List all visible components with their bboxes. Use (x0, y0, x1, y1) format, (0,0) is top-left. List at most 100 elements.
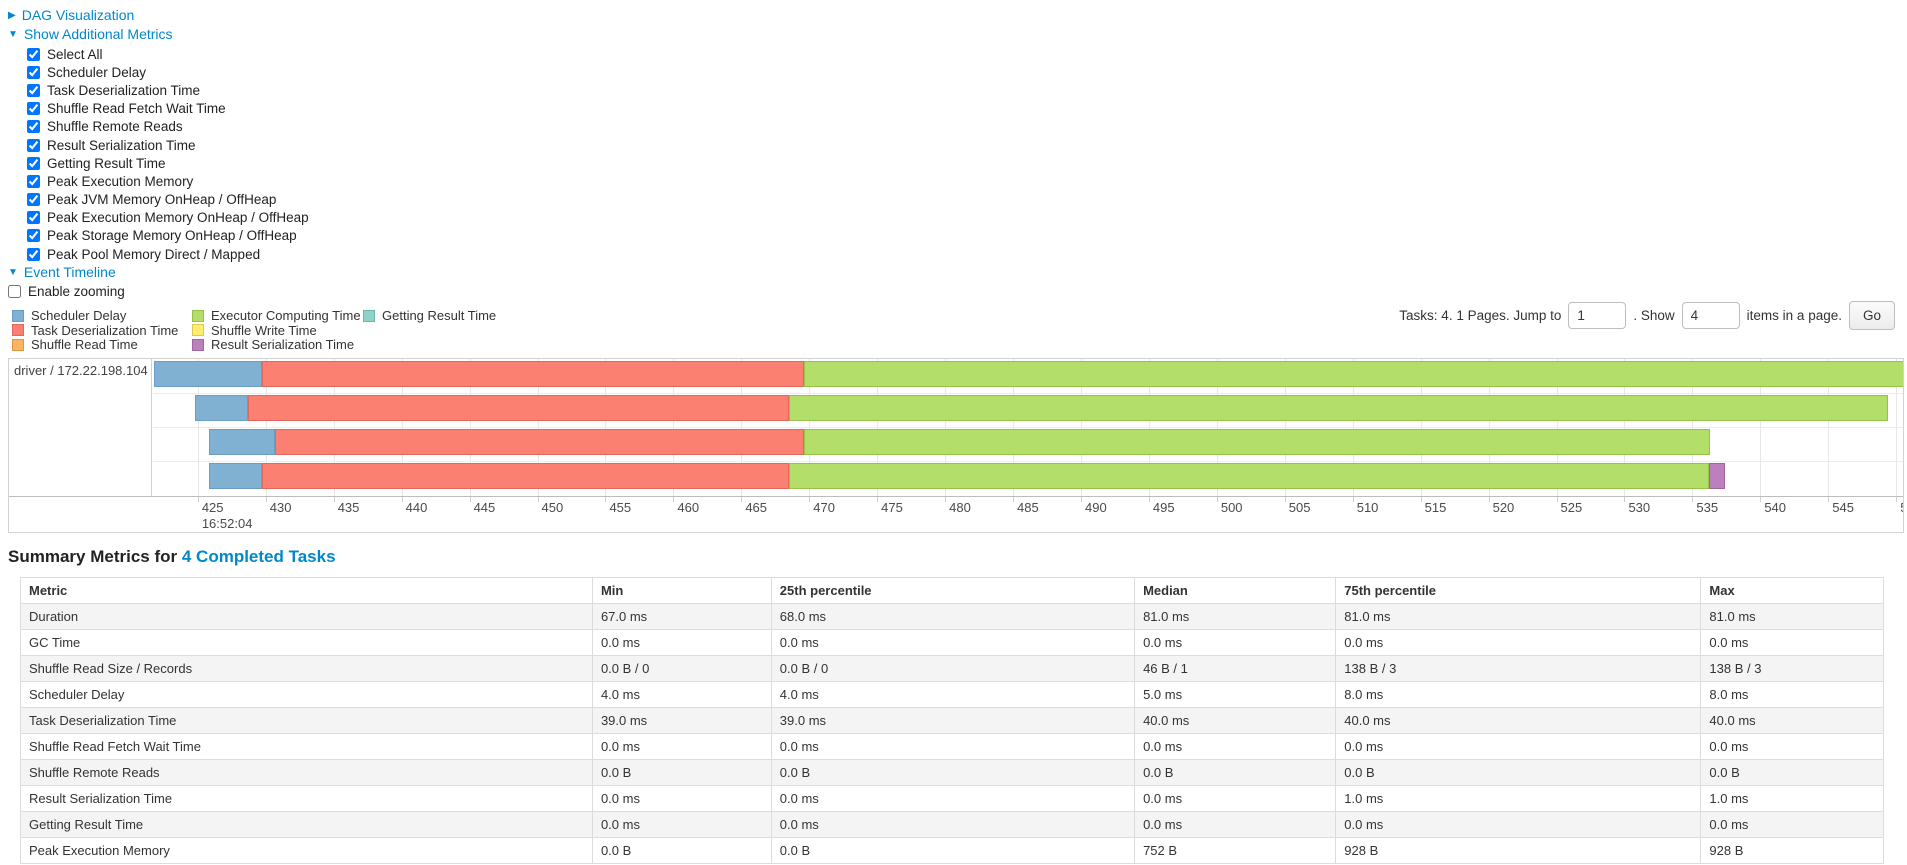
metric-value-cell: 0.0 ms (1335, 733, 1702, 761)
pagination-prefix-text: Tasks: 4. 1 Pages. Jump to (1399, 308, 1562, 324)
legend-item-scheduler-delay: Scheduler Delay (12, 308, 192, 323)
event-timeline-toggle[interactable]: ▼ Event Timeline (8, 263, 116, 282)
go-button[interactable]: Go (1848, 301, 1895, 331)
additional-metrics-list: Select All Scheduler Delay Task Deserializ… (0, 45, 1907, 263)
metric-value-cell: 81.0 ms (1700, 603, 1884, 631)
result-serialization-time-checkbox[interactable] (27, 138, 40, 152)
metric-value-cell: 0.0 ms (1134, 811, 1337, 839)
task-0-scheduler-delay-segment[interactable] (154, 361, 262, 388)
metric-name-cell: Result Serialization Time (20, 785, 593, 813)
select-all-checkbox[interactable] (27, 47, 40, 61)
metric-value-cell: 928 B (1700, 837, 1884, 865)
axis-tick-505 (1284, 497, 1286, 503)
task-0-task-deserialization-segment[interactable] (261, 361, 804, 388)
peak-jvm-memory-onheap-offheap-checkbox[interactable] (27, 193, 40, 207)
task-1-executor-computing-segment[interactable] (788, 395, 1889, 422)
scheduler-delay-checkbox[interactable] (27, 65, 40, 79)
summary-metrics-title: Summary Metrics for 4 Completed Tasks (8, 547, 1907, 567)
event-timeline-label: Event Timeline (23, 264, 116, 281)
axis-tick-label-510: 510 (1356, 500, 1379, 516)
metric-checkbox-item-result-serialization-time: Result Serialization Time (27, 136, 1907, 154)
page-size-input[interactable] (1681, 302, 1740, 330)
metric-checkbox-label: Task Deserialization Time (47, 82, 201, 98)
peak-storage-memory-onheap-offheap-checkbox[interactable] (27, 229, 40, 243)
timeline-header: Scheduler Delay Task Deserialization Time… (12, 301, 1895, 352)
show-additional-metrics-label: Show Additional Metrics (23, 26, 173, 42)
jump-to-page-input[interactable] (1568, 302, 1627, 330)
show-additional-metrics-toggle[interactable]: ▼ Show Additional Metrics (8, 25, 173, 44)
metric-value-cell: 0.0 B (1134, 759, 1337, 787)
metric-value-cell: 0.0 B (591, 759, 772, 787)
event-timeline-chart: driver / 172.22.198.104 425 430 435 440 445 4… (8, 358, 1904, 534)
metric-name-cell: Shuffle Remote Reads (20, 759, 593, 787)
enable-zooming-checkbox[interactable] (8, 284, 21, 298)
metric-value-cell: 67.0 ms (591, 603, 772, 631)
metric-checkbox-item-shuffle-remote-reads: Shuffle Remote Reads (27, 118, 1907, 136)
metric-value-cell: 0.0 ms (1700, 811, 1884, 839)
metric-checkbox-item-peak-execution-memory-onheap-offheap: Peak Execution Memory OnHeap / OffHeap (27, 209, 1907, 227)
metric-value-cell: 0.0 B (591, 837, 772, 865)
summary-title-prefix: Summary Metrics for (8, 547, 178, 567)
axis-tick-550 (1896, 497, 1898, 503)
metric-checkbox-item-scheduler-delay: Scheduler Delay (27, 63, 1907, 81)
peak-pool-memory-direct-mapped-checkbox[interactable] (27, 247, 40, 261)
summary-table-body: Duration 67.0 ms 68.0 ms 81.0 ms 81.0 ms 81.0… (20, 603, 1884, 865)
dag-visualization-label: DAG Visualization (21, 7, 135, 23)
task-3-scheduler-delay-segment[interactable] (208, 463, 262, 490)
task-1-scheduler-delay-segment[interactable] (195, 395, 249, 422)
axis-tick-label-440: 440 (405, 500, 428, 516)
dag-visualization-toggle[interactable]: ▶ DAG Visualization (8, 6, 134, 25)
summary-header-max: Max (1700, 577, 1884, 605)
task-3-result-serialization-segment[interactable] (1708, 463, 1725, 490)
peak-execution-memory-checkbox[interactable] (27, 174, 40, 188)
task-2-scheduler-delay-segment[interactable] (208, 429, 276, 456)
axis-tick-label-520: 520 (1492, 500, 1515, 516)
row-separator (153, 461, 1903, 463)
metric-checkbox-label: Shuffle Read Fetch Wait Time (47, 101, 226, 117)
task-0-executor-computing-segment[interactable] (803, 361, 1903, 388)
task-deserialization-swatch-icon (12, 324, 24, 337)
task-deserialization-time-checkbox[interactable] (27, 83, 40, 97)
metric-value-cell: 0.0 ms (770, 733, 1136, 761)
axis-tick-490 (1080, 497, 1082, 503)
summary-row-task-deserialization-time: Task Deserialization Time 39.0 ms 39.0 ms 4… (20, 707, 1884, 735)
enable-zooming-label: Enable zooming (28, 283, 125, 299)
axis-tick-475 (877, 497, 879, 503)
axis-tick-label-445: 445 (473, 500, 496, 516)
axis-tick-label-475: 475 (881, 500, 903, 516)
metric-checkbox-item-peak-jvm-memory-onheap-offheap: Peak JVM Memory OnHeap / OffHeap (27, 191, 1907, 209)
getting-result-time-checkbox[interactable] (27, 156, 40, 170)
legend-column: Scheduler Delay Task Deserialization Time… (12, 308, 192, 352)
axis-tick-label-470: 470 (813, 500, 835, 516)
axis-tick-label-515: 515 (1424, 500, 1447, 516)
task-2-executor-computing-segment[interactable] (803, 429, 1711, 456)
axis-tick-label-425: 425 (201, 500, 224, 516)
summary-row-scheduler-delay: Scheduler Delay 4.0 ms 4.0 ms 5.0 ms 8.0 ms 8… (20, 681, 1884, 709)
task-3-task-deserialization-segment[interactable] (261, 463, 789, 490)
shuffle-remote-reads-checkbox[interactable] (27, 120, 40, 134)
shuffle-read-fetch-wait-time-checkbox[interactable] (27, 102, 40, 116)
metric-value-cell: 40.0 ms (1700, 707, 1884, 735)
task-3-executor-computing-segment[interactable] (788, 463, 1709, 490)
task-2-task-deserialization-segment[interactable] (275, 429, 804, 456)
metric-checkbox-item-peak-storage-memory-onheap-offheap: Peak Storage Memory OnHeap / OffHeap (27, 227, 1907, 245)
metric-value-cell: 0.0 ms (770, 811, 1136, 839)
legend-label: Shuffle Write Time (211, 322, 317, 338)
axis-tick-430 (265, 497, 267, 503)
row-separator (153, 393, 1903, 395)
task-1-task-deserialization-segment[interactable] (248, 395, 789, 422)
timeline-legend: Scheduler Delay Task Deserialization Time… (12, 308, 496, 352)
summary-row-gc-time: GC Time 0.0 ms 0.0 ms 0.0 ms 0.0 ms 0.0 ms (20, 629, 1884, 657)
legend-item-result-serialization: Result Serialization Time (192, 337, 363, 353)
axis-tick-510 (1352, 497, 1354, 503)
metric-value-cell: 68.0 ms (770, 603, 1136, 631)
metric-value-cell: 0.0 ms (591, 785, 772, 813)
summary-header-min: Min (591, 577, 772, 605)
legend-label: Shuffle Read Time (31, 337, 138, 353)
legend-label: Result Serialization Time (211, 337, 355, 353)
peak-execution-memory-onheap-offheap-checkbox[interactable] (27, 211, 40, 225)
axis-tick-label-550: 550 (1900, 500, 1903, 515)
metric-checkbox-label: Peak Execution Memory OnHeap / OffHeap (47, 210, 309, 226)
summary-row-getting-result-time: Getting Result Time 0.0 ms 0.0 ms 0.0 ms 0.0… (20, 811, 1884, 839)
